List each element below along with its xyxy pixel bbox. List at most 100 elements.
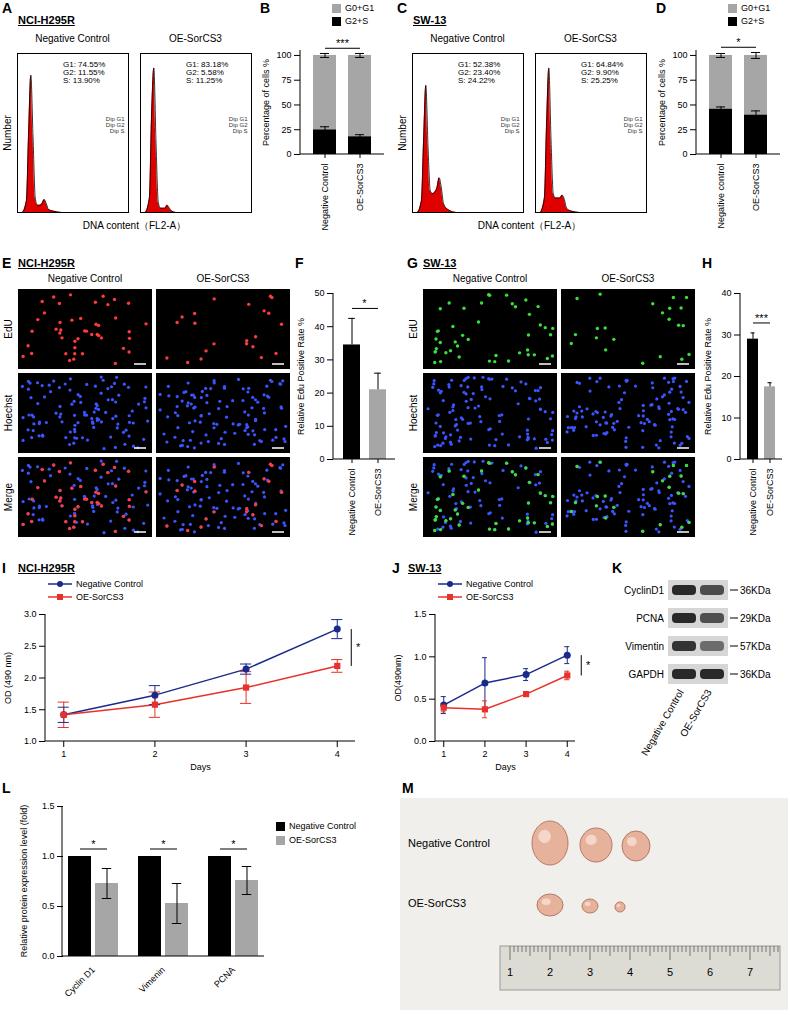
- svg-text:0: 0: [286, 149, 291, 159]
- svg-text:1.5: 1.5: [24, 705, 37, 715]
- svg-text:Dip G1Dip G2Dip S: Dip G1Dip G2Dip S: [501, 116, 520, 134]
- html-text:Number: Number: [1, 114, 13, 151]
- svg-text:Days: Days: [190, 762, 211, 772]
- svg-text:7: 7: [747, 966, 753, 978]
- svg-text:1.5: 1.5: [42, 801, 55, 811]
- svg-text:Negative Control: Negative Control: [347, 469, 357, 536]
- svg-text:36KDa: 36KDa: [740, 585, 771, 596]
- svg-text:1: 1: [507, 966, 513, 978]
- svg-text:*: *: [736, 36, 741, 48]
- svg-text:G1: 52.38%G2: 23.40%S: 24.22%: G1: 52.38%G2: 23.40%S: 24.22%: [458, 60, 500, 85]
- html-text:NCI-H295R: NCI-H295R: [18, 14, 75, 26]
- svg-text:Negative Control: Negative Control: [408, 837, 490, 849]
- svg-text:OE-SorCS3: OE-SorCS3: [765, 469, 775, 517]
- svg-text:40: 40: [314, 322, 324, 332]
- svg-text:Dip G1Dip G2Dip S: Dip G1Dip G2Dip S: [106, 116, 125, 134]
- svg-text:3: 3: [587, 966, 593, 978]
- svg-text:Negative Control: Negative Control: [639, 688, 686, 758]
- svg-text:0.0: 0.0: [414, 736, 427, 746]
- svg-text:Vimentin: Vimentin: [625, 641, 664, 652]
- svg-text:2: 2: [547, 966, 553, 978]
- svg-text:25: 25: [281, 125, 291, 135]
- svg-text:***: ***: [755, 312, 769, 324]
- svg-text:PCNA: PCNA: [212, 965, 237, 990]
- svg-text:0: 0: [319, 454, 324, 464]
- svg-text:OD (490 nm): OD (490 nm): [3, 652, 13, 704]
- svg-text:Percentage of cells %: Percentage of cells %: [657, 59, 667, 146]
- svg-text:Relative Edu Positive Rate %: Relative Edu Positive Rate %: [703, 318, 713, 435]
- svg-text:0: 0: [682, 149, 687, 159]
- svg-text:OE-SorCS3: OE-SorCS3: [751, 164, 761, 212]
- svg-text:75: 75: [281, 75, 291, 85]
- svg-text:OE-SorCS3: OE-SorCS3: [355, 164, 365, 212]
- svg-text:Negative Control: Negative Control: [748, 469, 758, 536]
- svg-text:0.0: 0.0: [42, 951, 55, 961]
- svg-text:OD(490nm): OD(490nm): [393, 654, 403, 701]
- svg-text:1: 1: [61, 749, 66, 759]
- svg-text:36KDa: 36KDa: [740, 669, 771, 680]
- svg-text:*: *: [161, 838, 166, 850]
- svg-text:50: 50: [281, 100, 291, 110]
- svg-text:OE-SorCS3: OE-SorCS3: [373, 469, 383, 517]
- svg-text:3.0: 3.0: [24, 609, 37, 619]
- svg-text:4: 4: [627, 966, 633, 978]
- svg-text:G1: 64.84%G2: 9.90%S: 25.25%: G1: 64.84%G2: 9.90%S: 25.25%: [581, 60, 623, 85]
- svg-text:3: 3: [524, 749, 529, 759]
- svg-text:OE-SorCS3: OE-SorCS3: [408, 897, 466, 909]
- svg-text:G1: 83.18%G2: 5.58%S: 11.25%: G1: 83.18%G2: 5.58%S: 11.25%: [186, 60, 228, 85]
- svg-text:*: *: [586, 659, 591, 671]
- svg-text:Relative Edu Positive Rate %: Relative Edu Positive Rate %: [296, 318, 306, 435]
- svg-text:4: 4: [565, 749, 570, 759]
- svg-text:40: 40: [721, 288, 731, 298]
- svg-text:1: 1: [441, 749, 446, 759]
- svg-text:CyclinD1: CyclinD1: [624, 585, 664, 596]
- svg-text:25: 25: [677, 125, 687, 135]
- svg-text:GAPDH: GAPDH: [628, 669, 664, 680]
- svg-text:Dip G1Dip G2Dip S: Dip G1Dip G2Dip S: [229, 116, 248, 134]
- svg-text:30: 30: [314, 355, 324, 365]
- svg-text:OE-SorCS3: OE-SorCS3: [678, 687, 714, 739]
- svg-text:30: 30: [721, 330, 731, 340]
- svg-text:0: 0: [726, 454, 731, 464]
- html-text:G SW-13: G SW-13: [407, 255, 457, 271]
- svg-text:***: ***: [336, 37, 350, 49]
- svg-text:29KDa: 29KDa: [740, 613, 771, 624]
- svg-text:*: *: [356, 641, 361, 653]
- svg-text:100: 100: [276, 50, 291, 60]
- svg-text:1.0: 1.0: [24, 736, 37, 746]
- svg-text:0.5: 0.5: [42, 901, 55, 911]
- svg-text:1.0: 1.0: [42, 851, 55, 861]
- svg-text:75: 75: [677, 75, 687, 85]
- svg-text:G1: 74.55%G2: 11.55%S: 13.90%: G1: 74.55%G2: 11.55%S: 13.90%: [63, 60, 105, 85]
- svg-text:Negative Control: Negative Control: [320, 164, 330, 231]
- svg-text:20: 20: [721, 371, 731, 381]
- svg-text:4: 4: [335, 749, 340, 759]
- svg-text:6: 6: [707, 966, 713, 978]
- svg-text:*: *: [362, 297, 367, 309]
- svg-text:50: 50: [314, 288, 324, 298]
- svg-text:50: 50: [677, 100, 687, 110]
- svg-text:10: 10: [721, 413, 731, 423]
- svg-text:PCNA: PCNA: [636, 613, 664, 624]
- svg-text:10: 10: [314, 421, 324, 431]
- svg-text:1.5: 1.5: [414, 609, 427, 619]
- svg-text:0.5: 0.5: [414, 694, 427, 704]
- svg-text:5: 5: [667, 966, 673, 978]
- svg-text:2.5: 2.5: [24, 641, 37, 651]
- svg-text:3: 3: [244, 749, 249, 759]
- svg-text:1.0: 1.0: [414, 652, 427, 662]
- svg-text:Dip G1Dip G2Dip S: Dip G1Dip G2Dip S: [624, 116, 643, 134]
- svg-text:57KDa: 57KDa: [740, 641, 771, 652]
- svg-text:20: 20: [314, 388, 324, 398]
- svg-text:Days: Days: [495, 762, 516, 772]
- svg-text:Cyclin D1: Cyclin D1: [63, 965, 97, 999]
- svg-text:Percentage of cells %: Percentage of cells %: [261, 59, 271, 146]
- svg-text:2.0: 2.0: [24, 673, 37, 683]
- svg-text:*: *: [231, 838, 236, 850]
- svg-text:*: *: [91, 838, 96, 850]
- svg-text:2: 2: [152, 749, 157, 759]
- svg-text:Vimenin: Vimenin: [137, 965, 167, 995]
- svg-text:2: 2: [482, 749, 487, 759]
- svg-text:100: 100: [672, 50, 687, 60]
- svg-text:Negative control: Negative control: [716, 164, 726, 229]
